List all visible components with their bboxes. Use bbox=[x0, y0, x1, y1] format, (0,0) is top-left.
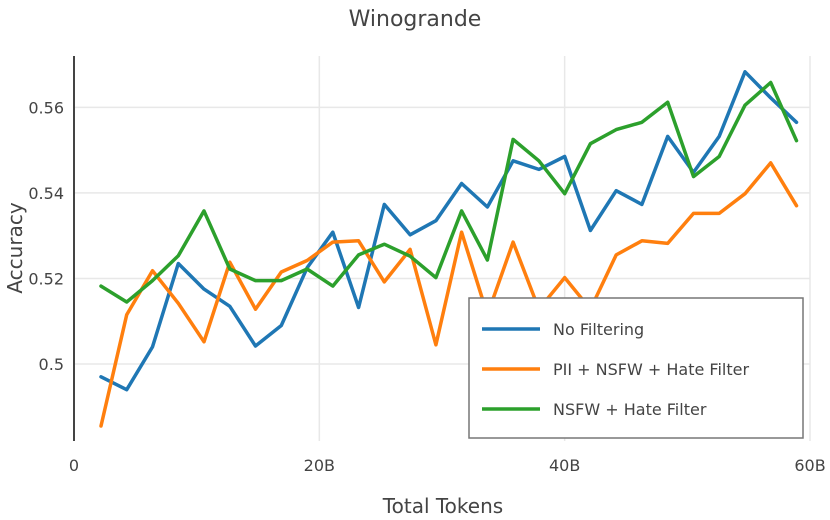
series-line-2 bbox=[99, 80, 799, 304]
legend-label: NSFW + Hate Filter bbox=[553, 400, 707, 419]
series-lines bbox=[99, 70, 799, 428]
y-tick-labels: 0.5 0.52 0.54 0.56 bbox=[28, 98, 64, 374]
x-tick-label: 40B bbox=[549, 456, 580, 475]
x-tick-labels: 0 20B 40B 60B bbox=[69, 456, 826, 475]
legend: No Filtering PII + NSFW + Hate Filter NSFW… bbox=[468, 297, 804, 439]
x-tick-label: 0 bbox=[69, 456, 79, 475]
gridlines bbox=[74, 56, 811, 441]
legend-label: PII + NSFW + Hate Filter bbox=[553, 360, 749, 379]
y-tick-label: 0.56 bbox=[28, 98, 64, 117]
chart-title: Winogrande bbox=[349, 7, 482, 32]
y-tick-label: 0.54 bbox=[28, 184, 64, 203]
series-line-1 bbox=[99, 161, 799, 428]
x-axis-label: Total Tokens bbox=[382, 494, 503, 518]
x-tick-label: 60B bbox=[794, 456, 825, 475]
legend-label: No Filtering bbox=[553, 320, 644, 339]
x-tick-label: 20B bbox=[304, 456, 335, 475]
y-tick-label: 0.52 bbox=[28, 269, 64, 288]
y-axis-label: Accuracy bbox=[3, 202, 27, 293]
y-tick-label: 0.5 bbox=[39, 355, 64, 374]
